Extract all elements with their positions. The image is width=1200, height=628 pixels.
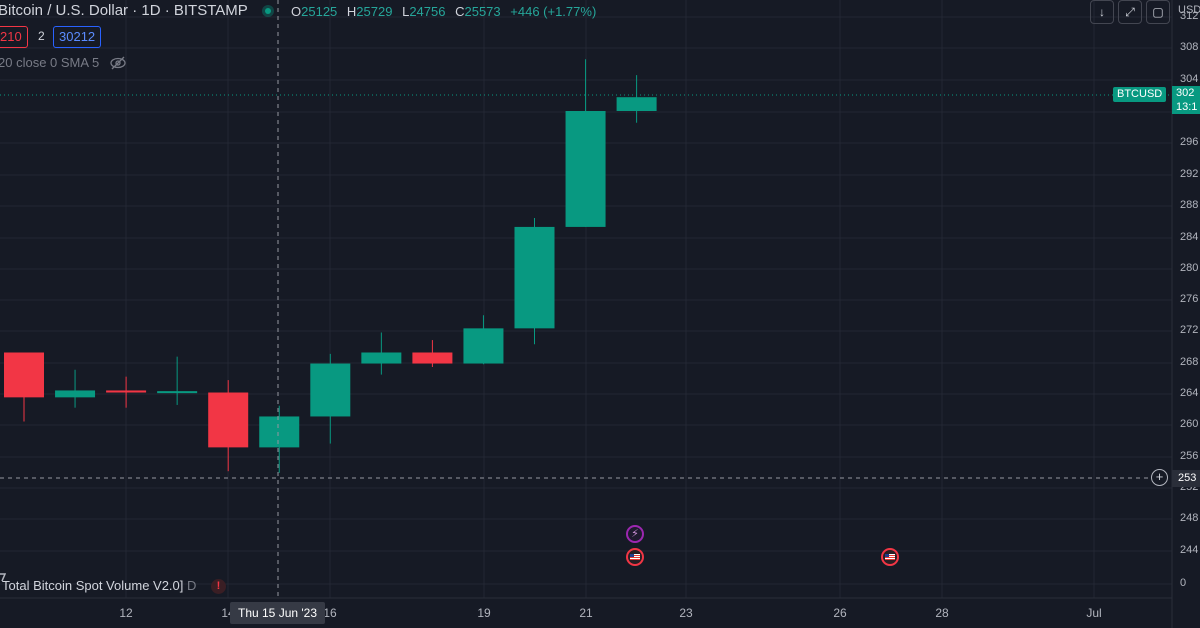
price-tick-label: 264 <box>1180 387 1199 399</box>
high-key: H <box>346 4 357 19</box>
market-open-dot <box>262 5 274 17</box>
us-flag-event-icon[interactable] <box>626 548 644 566</box>
crosshair-price-label: 253 <box>1172 470 1200 487</box>
maximize-button[interactable]: ▢ <box>1146 0 1170 24</box>
price-tick-label: 312 <box>1180 10 1199 22</box>
symbol-title[interactable]: Bitcoin / U.S. Dollar · 1D · BITSTAMP <box>0 2 248 19</box>
price-tick-label: 284 <box>1180 231 1199 243</box>
candle-body-1 <box>55 390 96 398</box>
buy-price-button[interactable]: 30212 <box>53 26 102 48</box>
last-price-label: 302 <box>1176 87 1195 99</box>
candle-body-5 <box>259 416 300 448</box>
candle-body-6 <box>310 363 351 417</box>
price-tick-label: 268 <box>1180 356 1199 368</box>
candle-body-9 <box>463 328 504 364</box>
currency-label[interactable]: USD <box>1178 4 1200 16</box>
price-tick-label: 248 <box>1180 512 1199 524</box>
sell-price-button[interactable]: 210 <box>0 26 28 48</box>
sma-indicator-label[interactable]: 20 close 0 SMA 5 <box>0 55 100 70</box>
candle-body-4 <box>208 392 249 448</box>
ohlc-readout: O25125 H25729 L24756 C25573 +446 (+1.77%… <box>291 4 602 19</box>
us-flag-event-icon-2[interactable] <box>881 548 899 566</box>
crosshair-date-label: Thu 15 Jun '23 <box>230 602 326 624</box>
time-tick-label: Jul <box>1086 606 1102 620</box>
low-value: 24756 <box>409 4 446 19</box>
time-tick-label: 21 <box>579 606 593 620</box>
candle-body-10 <box>514 226 555 329</box>
time-tick-label: 26 <box>833 606 847 620</box>
spread-value: 2 <box>38 29 45 43</box>
fullscreen-button[interactable]: ⤢ <box>1118 0 1142 24</box>
low-key: L <box>402 4 410 19</box>
volume-collapse-icon[interactable] <box>0 572 6 582</box>
time-tick-label: 23 <box>679 606 693 620</box>
close-key: C <box>455 4 465 19</box>
change-value: +446 (+1.77%) <box>510 4 597 19</box>
candle-body-0 <box>4 352 44 398</box>
eye-slash-icon[interactable] <box>110 56 126 70</box>
price-tick-label: 244 <box>1180 544 1199 556</box>
price-tick-label: 288 <box>1180 199 1199 211</box>
price-tick-label: 296 <box>1180 136 1199 148</box>
candle-body-11 <box>565 111 606 227</box>
volume-indicator-name: Total Bitcoin Spot Volume V2.0] <box>2 578 184 593</box>
warning-icon[interactable]: ! <box>211 579 226 594</box>
price-tick-label: 308 <box>1180 41 1199 53</box>
symbol-price-tag: BTCUSD <box>1113 87 1167 102</box>
price-tick-label: 0 <box>1180 577 1187 589</box>
open-value: 25125 <box>301 4 338 19</box>
candle-body-2 <box>106 390 147 393</box>
time-tick-label: 19 <box>477 606 491 620</box>
open-key: O <box>291 4 302 19</box>
high-value: 25729 <box>356 4 393 19</box>
candle-body-7 <box>361 352 402 364</box>
volume-indicator-interval: D <box>187 578 197 593</box>
download-button[interactable]: ↓ <box>1090 0 1114 24</box>
plus-icon[interactable]: + <box>1151 469 1168 486</box>
price-tick-label: 260 <box>1180 418 1199 430</box>
time-tick-label: 16 <box>323 606 337 620</box>
time-tick-label: 12 <box>119 606 133 620</box>
price-tick-label: 304 <box>1180 73 1199 85</box>
candle-body-3 <box>157 391 198 394</box>
volume-indicator-label[interactable]: Total Bitcoin Spot Volume V2.0] D <box>2 578 196 593</box>
price-tick-label: 272 <box>1180 324 1199 336</box>
last-price-tag: 302 13:1 <box>1172 86 1200 114</box>
lightning-event-icon[interactable]: ⚡ <box>626 525 644 543</box>
time-tick-label: 28 <box>935 606 949 620</box>
price-tick-label: 256 <box>1180 450 1199 462</box>
candle-body-8 <box>412 352 453 364</box>
price-tick-label: 280 <box>1180 262 1199 274</box>
price-tick-label: 292 <box>1180 168 1199 180</box>
candle-body-12 <box>616 97 657 111</box>
close-value: 25573 <box>464 4 501 19</box>
countdown-label: 13:1 <box>1176 101 1198 113</box>
price-tick-label: 276 <box>1180 293 1199 305</box>
